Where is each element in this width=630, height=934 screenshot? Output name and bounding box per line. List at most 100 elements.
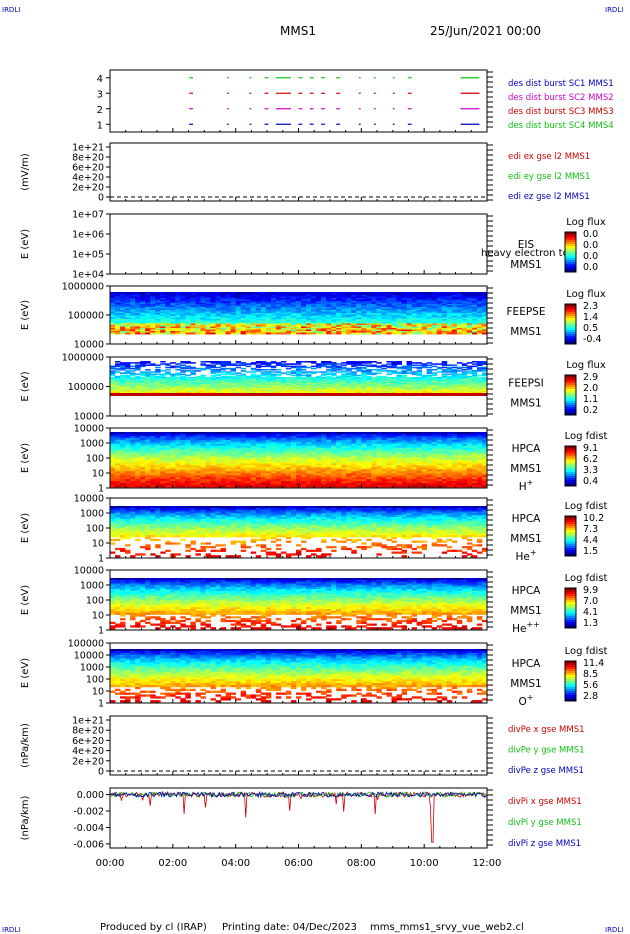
spectrogram-cell bbox=[456, 328, 463, 330]
spectrogram-cell bbox=[311, 320, 317, 323]
spectrogram-cell bbox=[190, 323, 196, 326]
spectrogram-cell bbox=[476, 305, 483, 308]
panel-4-colorbar-tick: 2.3 bbox=[583, 301, 598, 312]
spectrogram-cell bbox=[265, 388, 272, 390]
spectrogram-cell bbox=[361, 323, 367, 326]
spectrogram-cell bbox=[306, 314, 312, 317]
spectrogram-cell bbox=[326, 325, 332, 327]
spectrogram-cell bbox=[311, 371, 317, 373]
spectrogram-cell bbox=[215, 295, 221, 297]
spectrogram-cell bbox=[125, 305, 131, 308]
spectrogram-cell bbox=[115, 379, 121, 381]
spectrogram-cell bbox=[160, 332, 166, 335]
spectrogram-cell bbox=[185, 311, 191, 314]
spectrogram-cell bbox=[170, 298, 176, 300]
spectrogram-cell bbox=[341, 310, 347, 312]
spectrogram-cell bbox=[255, 385, 262, 387]
spectrogram-cell bbox=[396, 367, 402, 370]
spectrogram-cell bbox=[170, 308, 176, 311]
spectrogram-cell bbox=[150, 382, 156, 385]
spectrogram-cell bbox=[195, 305, 201, 308]
spectrogram-cell bbox=[245, 304, 252, 306]
spectrogram-cell bbox=[406, 367, 412, 370]
spectrogram-cell bbox=[260, 381, 267, 384]
spectrogram-cell bbox=[356, 370, 362, 372]
spectrogram-cell bbox=[190, 331, 196, 333]
spectrogram-cell bbox=[275, 299, 282, 302]
spectrogram-cell bbox=[215, 302, 221, 305]
spectrogram-cell bbox=[391, 308, 397, 311]
spectrogram-cell bbox=[135, 293, 141, 296]
spectrogram-cell bbox=[331, 299, 337, 302]
spectrogram-cell bbox=[265, 385, 272, 387]
spectrogram-cell bbox=[366, 331, 372, 333]
spectrogram-cell bbox=[295, 383, 302, 386]
spectrogram-cell bbox=[476, 328, 483, 330]
spectrogram-cell bbox=[250, 328, 257, 330]
colorbar-cell bbox=[565, 310, 576, 313]
spectrogram-cell bbox=[120, 305, 126, 308]
spectrogram-cell bbox=[230, 388, 237, 390]
spectrogram-cell bbox=[426, 314, 433, 317]
spectrogram-cell bbox=[326, 322, 332, 324]
spectrogram-cell bbox=[240, 307, 247, 309]
spectrogram-cell bbox=[356, 305, 362, 308]
spectrogram-cell bbox=[270, 387, 277, 389]
spectrogram-cell bbox=[346, 361, 352, 363]
spectrogram-cell bbox=[476, 311, 483, 314]
spectrogram-cell bbox=[205, 302, 211, 305]
spectrogram-cell bbox=[125, 387, 131, 389]
spectrogram-cell bbox=[376, 307, 382, 309]
spectrogram-cell bbox=[411, 311, 418, 314]
spectrogram-cell bbox=[331, 364, 337, 366]
spectrogram-cell bbox=[180, 322, 186, 324]
spectrogram-cell bbox=[260, 299, 267, 302]
spectrogram-cell bbox=[366, 295, 372, 297]
spectrogram-cell bbox=[421, 313, 428, 315]
spectrogram-cell bbox=[270, 361, 277, 363]
spectrogram-cell bbox=[175, 365, 181, 368]
spectrogram-cell bbox=[110, 307, 116, 309]
spectrogram-cell bbox=[341, 378, 347, 380]
spectrogram-cell bbox=[140, 390, 146, 393]
spectrogram-cell bbox=[185, 365, 191, 368]
spectrogram-cell bbox=[160, 293, 166, 296]
spectrogram-cell bbox=[346, 313, 352, 315]
spectrogram-cell bbox=[165, 387, 171, 389]
spectrogram-cell bbox=[371, 391, 377, 394]
spectrogram-cell bbox=[431, 325, 438, 327]
spectrogram-cell bbox=[150, 325, 156, 327]
spectrogram-cell bbox=[456, 298, 463, 300]
spectrogram-cell bbox=[205, 388, 211, 390]
spectrogram-cell bbox=[215, 308, 221, 311]
spectrogram-cell bbox=[240, 386, 247, 388]
spectrogram-cell bbox=[326, 316, 332, 318]
spectrogram-cell bbox=[205, 310, 211, 312]
spectrogram-cell bbox=[301, 322, 307, 324]
spectrogram-cell bbox=[165, 326, 171, 329]
spectrogram-cell bbox=[230, 292, 237, 294]
spectrogram-cell bbox=[336, 388, 342, 390]
spectrogram-cell bbox=[220, 367, 227, 370]
spectrogram-cell bbox=[115, 322, 121, 324]
spectrogram-cell bbox=[205, 382, 211, 385]
spectrogram-cell bbox=[165, 372, 171, 374]
spectrogram-cell bbox=[120, 293, 126, 296]
spectrogram-cell bbox=[115, 382, 121, 385]
spectrogram-cell bbox=[401, 375, 407, 378]
spectrogram-cell bbox=[371, 386, 377, 388]
spectrogram-cell bbox=[396, 322, 402, 324]
spectrogram-cell bbox=[245, 375, 252, 378]
spectrogram-cell bbox=[145, 325, 151, 327]
spectrogram-cell bbox=[170, 311, 176, 314]
spectrogram-cell bbox=[165, 301, 171, 303]
spectrogram-cell bbox=[240, 313, 247, 315]
spectrogram-cell bbox=[456, 292, 463, 294]
spectrogram-cell bbox=[431, 369, 438, 371]
spectrogram-cell bbox=[376, 380, 382, 382]
spectrogram-cell bbox=[235, 326, 242, 329]
spectrogram-cell bbox=[125, 322, 131, 324]
spectrogram-cell bbox=[220, 304, 227, 306]
spectrogram-cell bbox=[386, 390, 392, 393]
spectrogram-cell bbox=[155, 298, 161, 300]
